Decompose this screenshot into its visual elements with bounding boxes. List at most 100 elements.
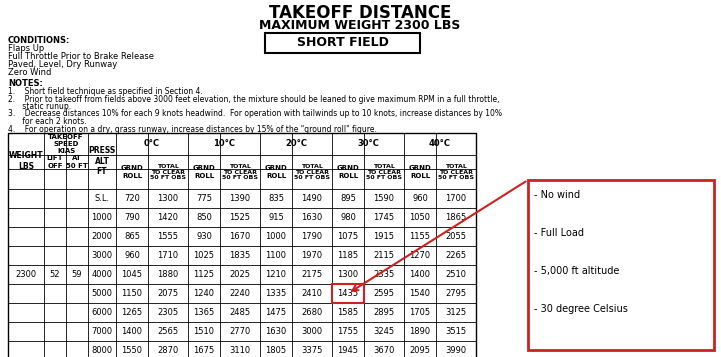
Text: 3375: 3375 xyxy=(301,346,323,355)
Text: static runup.: static runup. xyxy=(8,102,71,111)
Text: 2240: 2240 xyxy=(229,289,250,298)
Text: 3000: 3000 xyxy=(92,251,112,260)
Text: GRND
ROLL: GRND ROLL xyxy=(193,166,216,178)
Text: 2770: 2770 xyxy=(229,327,251,336)
Text: Flaps Up: Flaps Up xyxy=(8,44,44,53)
Text: 1790: 1790 xyxy=(301,232,322,241)
Text: 960: 960 xyxy=(124,251,140,260)
Text: GRND
ROLL: GRND ROLL xyxy=(337,166,359,178)
Text: 1100: 1100 xyxy=(265,251,286,260)
Text: 1210: 1210 xyxy=(265,270,286,279)
Text: 3110: 3110 xyxy=(229,346,251,355)
Text: MAXIMUM WEIGHT 2300 LBS: MAXIMUM WEIGHT 2300 LBS xyxy=(260,19,461,32)
Text: 1755: 1755 xyxy=(337,327,358,336)
Text: 20°C: 20°C xyxy=(285,140,307,149)
Text: 40°C: 40°C xyxy=(429,140,451,149)
Text: WEIGHT
LBS: WEIGHT LBS xyxy=(9,151,43,171)
Text: AT
50 FT: AT 50 FT xyxy=(66,156,88,169)
Text: 865: 865 xyxy=(124,232,140,241)
Text: 0°C: 0°C xyxy=(144,140,160,149)
Text: 1970: 1970 xyxy=(301,251,322,260)
Text: 8000: 8000 xyxy=(92,346,112,355)
Text: 1835: 1835 xyxy=(229,251,251,260)
Text: 1420: 1420 xyxy=(157,213,179,222)
Text: NOTES:: NOTES: xyxy=(8,79,43,88)
Text: 30°C: 30°C xyxy=(357,140,379,149)
Text: 3.    Decrease distances 10% for each 9 knots headwind.  For operation with tail: 3. Decrease distances 10% for each 9 kno… xyxy=(8,110,502,119)
Text: 2305: 2305 xyxy=(157,308,179,317)
Text: 2870: 2870 xyxy=(157,346,179,355)
Text: 1490: 1490 xyxy=(301,194,322,203)
Text: 4000: 4000 xyxy=(92,270,112,279)
Text: - No wind: - No wind xyxy=(534,190,580,200)
Text: 7000: 7000 xyxy=(92,327,112,336)
Text: Full Throttle Prior to Brake Release: Full Throttle Prior to Brake Release xyxy=(8,52,154,61)
Text: 2300: 2300 xyxy=(15,270,37,279)
Text: 10°C: 10°C xyxy=(213,140,235,149)
Text: 1000: 1000 xyxy=(265,232,286,241)
Text: 1300: 1300 xyxy=(337,270,358,279)
Text: 1710: 1710 xyxy=(157,251,179,260)
Text: 1435: 1435 xyxy=(337,289,358,298)
Text: TOTAL
TO CLEAR
50 FT OBS: TOTAL TO CLEAR 50 FT OBS xyxy=(294,164,330,180)
Text: 1700: 1700 xyxy=(446,194,466,203)
Text: 1400: 1400 xyxy=(410,270,430,279)
Text: TOTAL
TO CLEAR
50 FT OBS: TOTAL TO CLEAR 50 FT OBS xyxy=(150,164,186,180)
Text: 2.    Prior to takeoff from fields above 3000 feet elevation, the mixture should: 2. Prior to takeoff from fields above 30… xyxy=(8,95,500,104)
Text: 720: 720 xyxy=(124,194,140,203)
Text: 1000: 1000 xyxy=(92,213,112,222)
Text: TOTAL
TO CLEAR
50 FT OBS: TOTAL TO CLEAR 50 FT OBS xyxy=(222,164,258,180)
Text: GRND
ROLL: GRND ROLL xyxy=(265,166,288,178)
Text: 2895: 2895 xyxy=(373,308,394,317)
Bar xyxy=(265,33,420,53)
Text: 1155: 1155 xyxy=(410,232,430,241)
Text: 790: 790 xyxy=(124,213,140,222)
Text: 895: 895 xyxy=(340,194,356,203)
Text: 1335: 1335 xyxy=(265,289,287,298)
Text: 1880: 1880 xyxy=(157,270,179,279)
Text: Zero Wind: Zero Wind xyxy=(8,68,51,77)
Text: 1630: 1630 xyxy=(301,213,322,222)
Text: for each 2 knots.: for each 2 knots. xyxy=(8,117,87,126)
Text: 1240: 1240 xyxy=(193,289,215,298)
Text: PRESS
ALT
FT: PRESS ALT FT xyxy=(89,146,115,176)
Text: 2175: 2175 xyxy=(301,270,322,279)
Text: - 30 degree Celsius: - 30 degree Celsius xyxy=(534,304,628,314)
Text: 3000: 3000 xyxy=(301,327,322,336)
Text: 2565: 2565 xyxy=(157,327,179,336)
Text: 4.    For operation on a dry, grass runway, increase distances by 15% of the "gr: 4. For operation on a dry, grass runway,… xyxy=(8,125,377,134)
Text: 2795: 2795 xyxy=(446,289,466,298)
Text: 3245: 3245 xyxy=(373,327,394,336)
Text: 1150: 1150 xyxy=(122,289,143,298)
Text: 1185: 1185 xyxy=(337,251,358,260)
Text: 850: 850 xyxy=(196,213,212,222)
Text: 2055: 2055 xyxy=(446,232,466,241)
Text: 1075: 1075 xyxy=(337,232,358,241)
Text: 1390: 1390 xyxy=(229,194,251,203)
Text: 2095: 2095 xyxy=(410,346,430,355)
Text: 1705: 1705 xyxy=(410,308,430,317)
Text: SHORT FIELD: SHORT FIELD xyxy=(296,36,389,49)
Text: 1865: 1865 xyxy=(446,213,466,222)
Text: 1805: 1805 xyxy=(265,346,286,355)
Text: 2680: 2680 xyxy=(301,308,322,317)
Text: 2595: 2595 xyxy=(373,289,394,298)
Text: 1050: 1050 xyxy=(410,213,430,222)
Text: 1745: 1745 xyxy=(373,213,394,222)
Text: 59: 59 xyxy=(72,270,82,279)
Text: 1400: 1400 xyxy=(122,327,143,336)
Text: 1915: 1915 xyxy=(373,232,394,241)
Text: 52: 52 xyxy=(50,270,61,279)
Text: 1270: 1270 xyxy=(410,251,430,260)
Text: LIFT
OFF: LIFT OFF xyxy=(47,156,63,169)
Text: 3125: 3125 xyxy=(446,308,466,317)
Text: TOTAL
TO CLEAR
50 FT OBS: TOTAL TO CLEAR 50 FT OBS xyxy=(366,164,402,180)
Text: 1945: 1945 xyxy=(337,346,358,355)
Text: 1300: 1300 xyxy=(157,194,179,203)
Text: 1510: 1510 xyxy=(193,327,215,336)
Text: 1045: 1045 xyxy=(122,270,143,279)
Text: 1365: 1365 xyxy=(193,308,215,317)
Text: 2410: 2410 xyxy=(301,289,322,298)
Text: 3670: 3670 xyxy=(373,346,394,355)
Text: 2335: 2335 xyxy=(373,270,394,279)
